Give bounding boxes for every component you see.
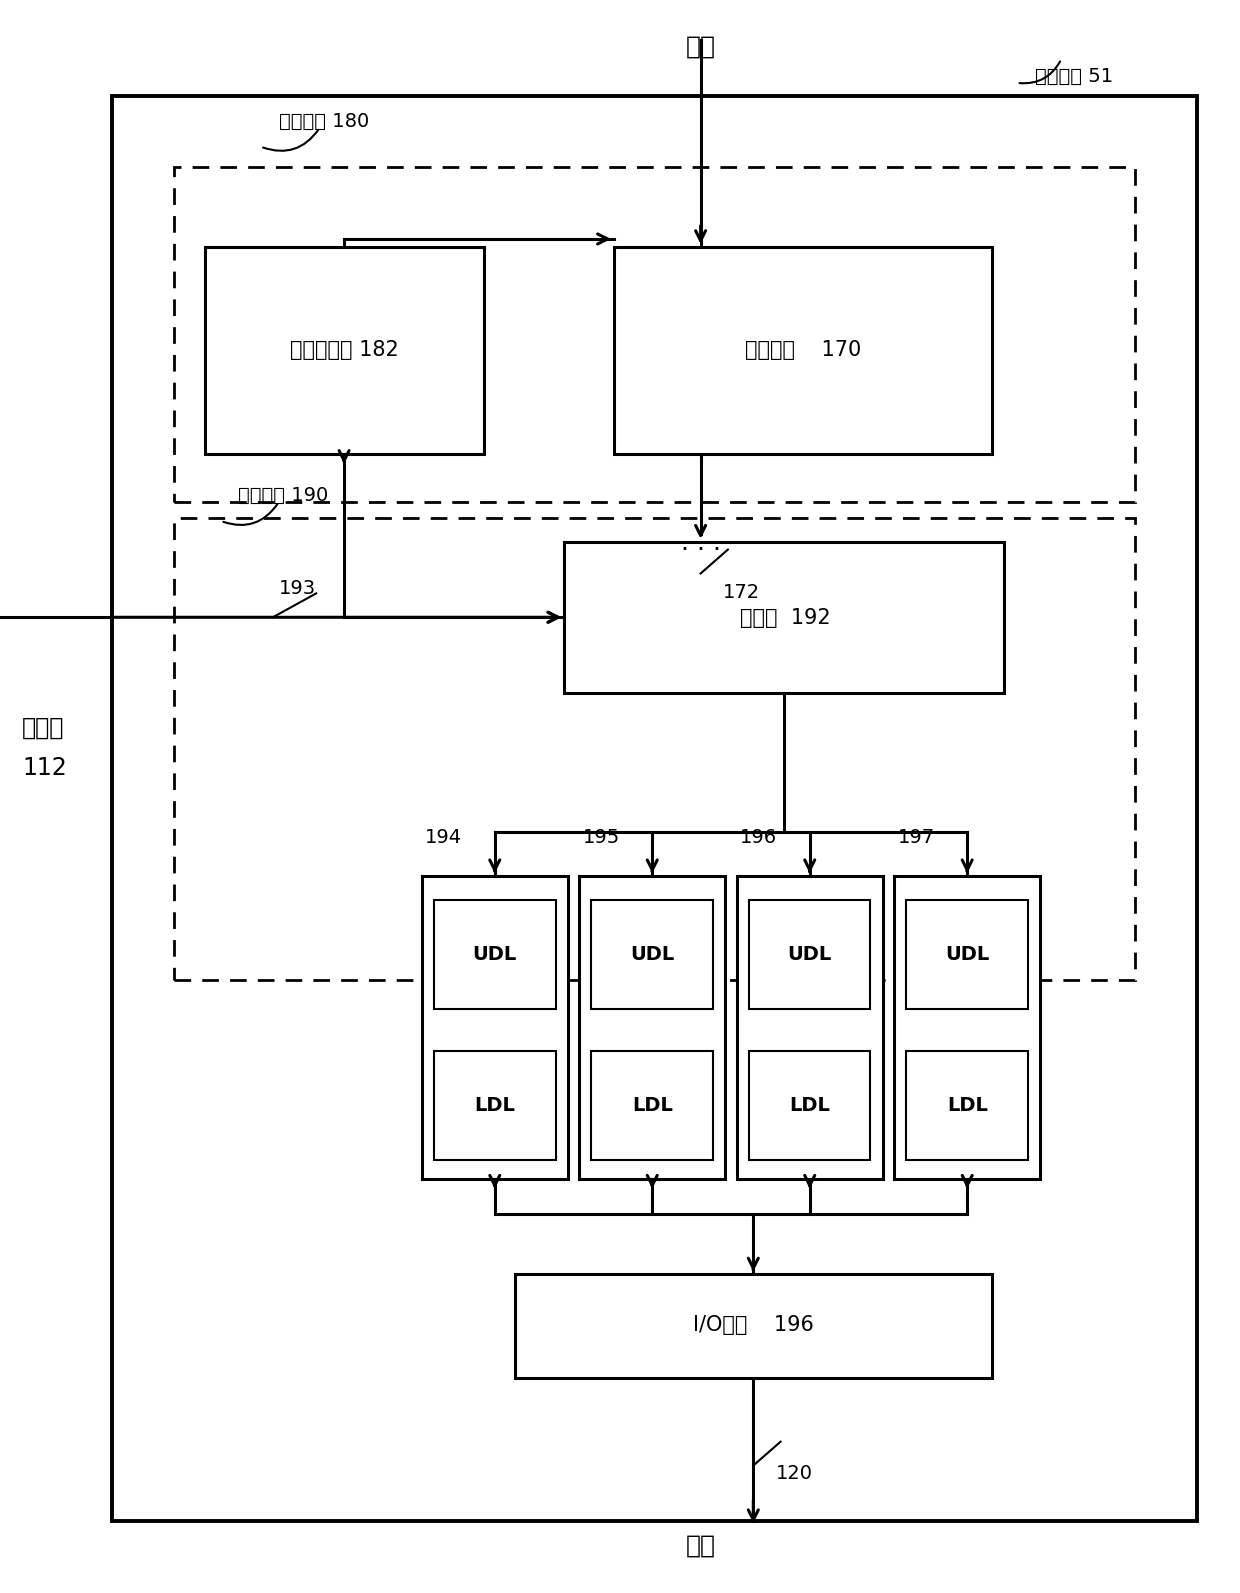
Text: UDL: UDL xyxy=(472,945,517,964)
Text: 数据: 数据 xyxy=(686,1534,715,1558)
Bar xyxy=(749,1051,870,1160)
Text: LDL: LDL xyxy=(475,1096,515,1115)
Text: 感测电路    170: 感测电路 170 xyxy=(745,341,862,360)
Text: 感测区块 51: 感测区块 51 xyxy=(1035,67,1114,86)
Bar xyxy=(749,900,870,1010)
Text: 194: 194 xyxy=(425,828,463,847)
Text: 195: 195 xyxy=(583,828,620,847)
Bar xyxy=(174,167,1135,502)
Bar xyxy=(737,876,883,1179)
Bar xyxy=(591,1051,713,1160)
Bar xyxy=(579,876,725,1179)
Bar xyxy=(614,247,992,454)
Text: UDL: UDL xyxy=(945,945,990,964)
Text: UDL: UDL xyxy=(630,945,675,964)
Text: 193: 193 xyxy=(279,580,316,597)
Text: UDL: UDL xyxy=(787,945,832,964)
Text: 感测模块 180: 感测模块 180 xyxy=(279,112,370,131)
Bar xyxy=(112,96,1197,1521)
Text: 120: 120 xyxy=(776,1464,812,1483)
Text: LDL: LDL xyxy=(790,1096,830,1115)
Bar xyxy=(434,900,556,1010)
Bar xyxy=(205,247,484,454)
Bar xyxy=(591,900,713,1010)
Text: I/O接口    196: I/O接口 196 xyxy=(693,1316,815,1335)
Text: 197: 197 xyxy=(898,828,935,847)
Text: 112: 112 xyxy=(22,755,67,781)
Text: 状态机: 状态机 xyxy=(22,715,64,741)
Text: 196: 196 xyxy=(740,828,777,847)
Text: 管理电路 190: 管理电路 190 xyxy=(238,486,329,505)
Bar xyxy=(515,1274,992,1378)
Bar xyxy=(174,518,1135,980)
Bar xyxy=(894,876,1040,1179)
Text: LDL: LDL xyxy=(947,1096,987,1115)
Text: 172: 172 xyxy=(723,583,760,602)
Text: LDL: LDL xyxy=(632,1096,672,1115)
Bar xyxy=(564,542,1004,693)
Text: 处理器  192: 处理器 192 xyxy=(739,609,831,628)
Bar xyxy=(906,900,1028,1010)
Text: 位线锁存器 182: 位线锁存器 182 xyxy=(290,341,398,360)
Bar xyxy=(434,1051,556,1160)
Text: · · ·: · · · xyxy=(681,537,720,562)
Bar xyxy=(422,876,568,1179)
Text: 位线: 位线 xyxy=(686,35,715,59)
Bar xyxy=(906,1051,1028,1160)
